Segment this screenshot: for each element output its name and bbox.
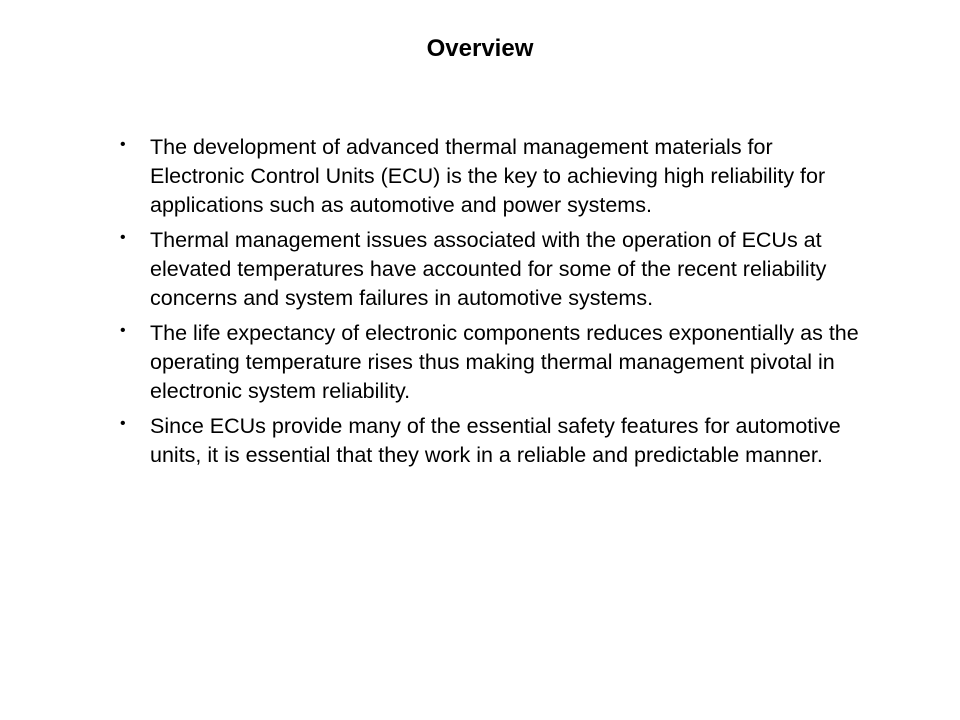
list-item: The life expectancy of electronic compon… [120,319,870,406]
slide-title: Overview [60,35,900,63]
list-item: Since ECUs provide many of the essential… [120,412,870,470]
list-item: The development of advanced thermal mana… [120,133,870,220]
bullet-list: The development of advanced thermal mana… [60,133,900,470]
list-item: Thermal management issues associated wit… [120,226,870,313]
